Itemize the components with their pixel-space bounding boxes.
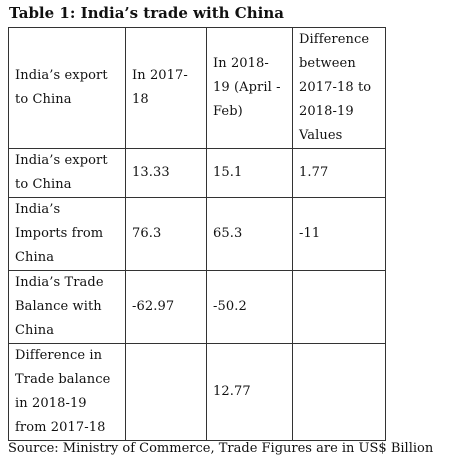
table-cell: 65.3: [206, 197, 293, 271]
table-cell: [125, 343, 207, 441]
table-title: Table 1: India’s trade with China: [9, 4, 284, 22]
table-cell: [292, 270, 386, 344]
header-cell: In 2018- 19 (April - Feb): [206, 27, 293, 149]
trade-table: India’s export to China In 2017- 18 In 2…: [8, 27, 386, 441]
source-note: Source: Ministry of Commerce, Trade Figu…: [8, 441, 434, 456]
row-label-cell: Difference in Trade balance in 2018-19 f…: [8, 343, 126, 441]
table-cell: 15.1: [206, 148, 293, 198]
table-cell: 76.3: [125, 197, 207, 271]
table-cell: -11: [292, 197, 386, 271]
header-cell: India’s export to China: [8, 27, 126, 149]
table-cell: 13.33: [125, 148, 207, 198]
table-row: India’s Trade Balance with China -62.97 …: [8, 270, 386, 344]
row-label-cell: India’s export to China: [8, 148, 126, 198]
row-label-cell: India’s Trade Balance with China: [8, 270, 126, 344]
table-cell: -62.97: [125, 270, 207, 344]
header-cell: In 2017- 18: [125, 27, 207, 149]
table-row: Difference in Trade balance in 2018-19 f…: [8, 343, 386, 441]
table-row: India’s Imports from China 76.3 65.3 -11: [8, 197, 386, 271]
header-cell: Difference between 2017-18 to 2018-19 Va…: [292, 27, 386, 149]
table-cell: 1.77: [292, 148, 386, 198]
table-row: India’s export to China 13.33 15.1 1.77: [8, 148, 386, 198]
table-cell: [292, 343, 386, 441]
table-header-row: India’s export to China In 2017- 18 In 2…: [8, 27, 386, 149]
table-cell: -50.2: [206, 270, 293, 344]
table-cell: 12.77: [206, 343, 293, 441]
row-label-cell: India’s Imports from China: [8, 197, 126, 271]
